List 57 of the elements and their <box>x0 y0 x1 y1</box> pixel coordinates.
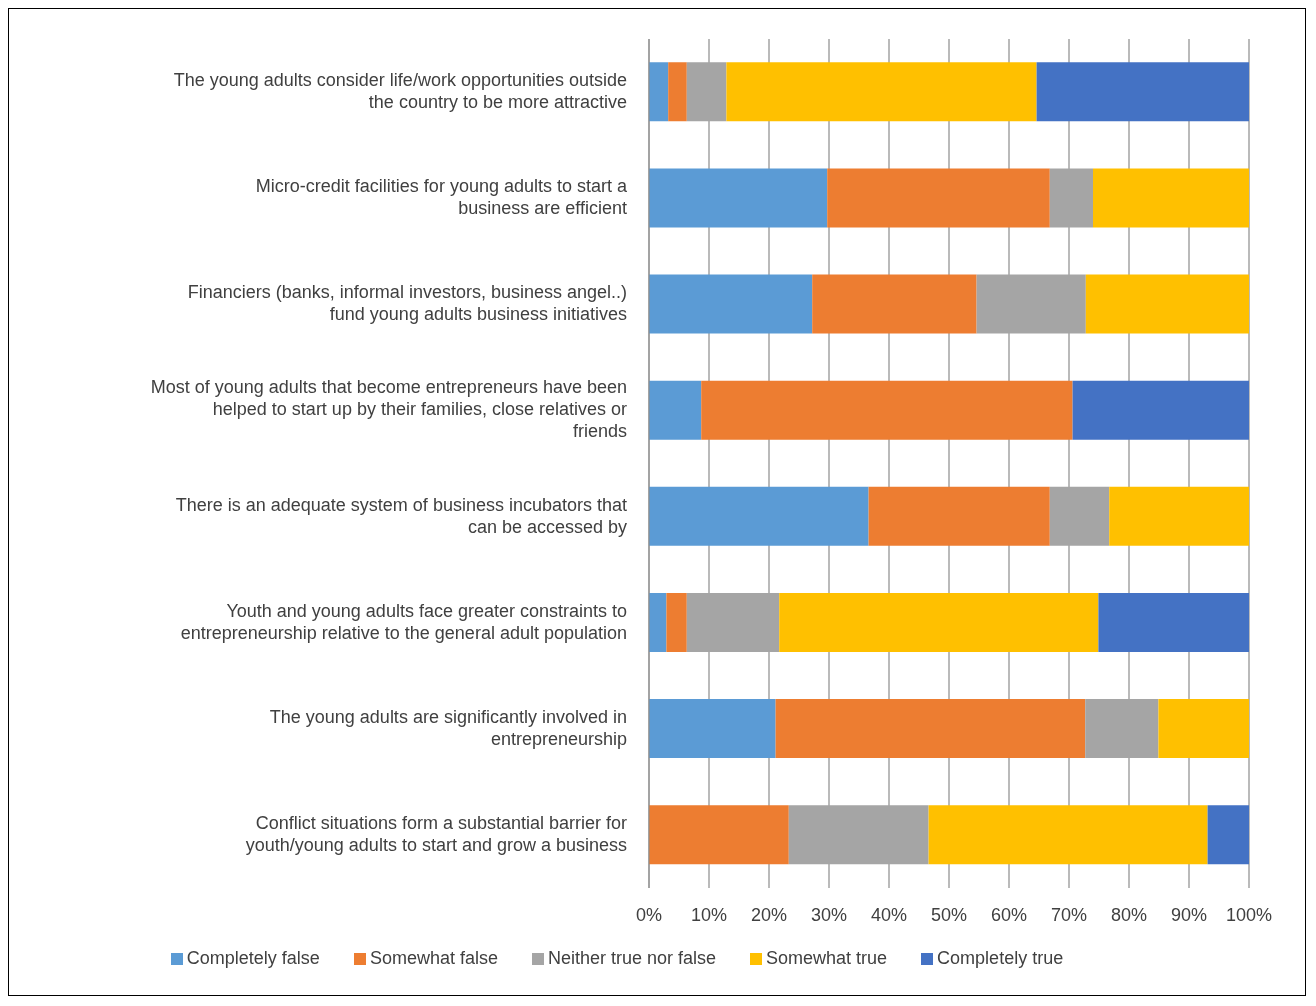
legend-label: Somewhat true <box>766 948 888 968</box>
x-tick-label: 80% <box>1110 904 1148 925</box>
bar <box>668 62 687 122</box>
legend-label: Completely true <box>937 948 1064 968</box>
bar <box>726 62 1037 122</box>
bar <box>1049 168 1093 228</box>
y-tick-label: Most of young adults that become entrepreneurs have been helped to start up by their families, close relatives or friends <box>150 377 627 442</box>
bar <box>1158 699 1249 759</box>
x-tick-label: 50% <box>930 904 968 925</box>
bar <box>775 699 1086 759</box>
y-tick-label: Financiers (banks, informal investors, business angel..) fund young adults business initiatives <box>187 282 627 325</box>
bar <box>1085 274 1249 334</box>
y-tick-label: There is an adequate system of business incubators that can be accessed by <box>175 494 627 537</box>
x-tick-label: 90% <box>1170 904 1208 925</box>
bar <box>1036 62 1249 122</box>
x-tick-label: 20% <box>750 904 788 925</box>
bar <box>649 380 702 440</box>
bar <box>868 486 1050 546</box>
bar <box>649 274 813 334</box>
x-tick-label: 100% <box>1225 904 1273 925</box>
x-tick-label: 0% <box>635 904 663 925</box>
y-tick-label: The young adults are significantly involved in entrepreneurship <box>269 706 627 749</box>
x-tick-label: 70% <box>1050 904 1088 925</box>
legend-label: Neither true nor false <box>547 948 717 968</box>
y-tick-label: Youth and young adults face greater constraints to entrepreneurship relative to the general adult population <box>180 600 627 643</box>
bar <box>686 592 780 652</box>
bar <box>779 592 1099 652</box>
legend-label: Completely false <box>186 948 320 968</box>
bar <box>649 62 669 122</box>
x-tick-label: 10% <box>690 904 728 925</box>
bar <box>812 274 977 334</box>
y-tick-label: Micro-credit facilities for young adults to start a business are efficient <box>255 175 628 218</box>
bar <box>686 62 727 122</box>
bar <box>1098 592 1249 652</box>
bar <box>1049 486 1110 546</box>
bar <box>701 380 1073 440</box>
legend-label: Somewhat false <box>369 948 498 968</box>
x-tick-label: 30% <box>810 904 848 925</box>
bar <box>1072 380 1249 440</box>
bar <box>1085 699 1159 759</box>
bar <box>649 592 667 652</box>
x-tick-label: 40% <box>870 904 908 925</box>
bar <box>666 592 687 652</box>
bar <box>649 168 828 228</box>
bar <box>649 486 869 546</box>
bar <box>1207 805 1249 865</box>
bar <box>788 805 929 865</box>
bar <box>649 805 789 865</box>
bar <box>1093 168 1249 228</box>
y-tick-label: Conflict situations form a substantial barrier for youth/young adults to start and grow a business <box>245 812 627 855</box>
bar <box>1109 486 1249 546</box>
bar <box>827 168 1050 228</box>
x-tick-label: 60% <box>990 904 1028 925</box>
bar <box>976 274 1086 334</box>
bar <box>649 699 776 759</box>
y-tick-label: The young adults consider life/work opportunities outside the country to be more attractive <box>173 69 627 112</box>
bar <box>928 805 1208 865</box>
